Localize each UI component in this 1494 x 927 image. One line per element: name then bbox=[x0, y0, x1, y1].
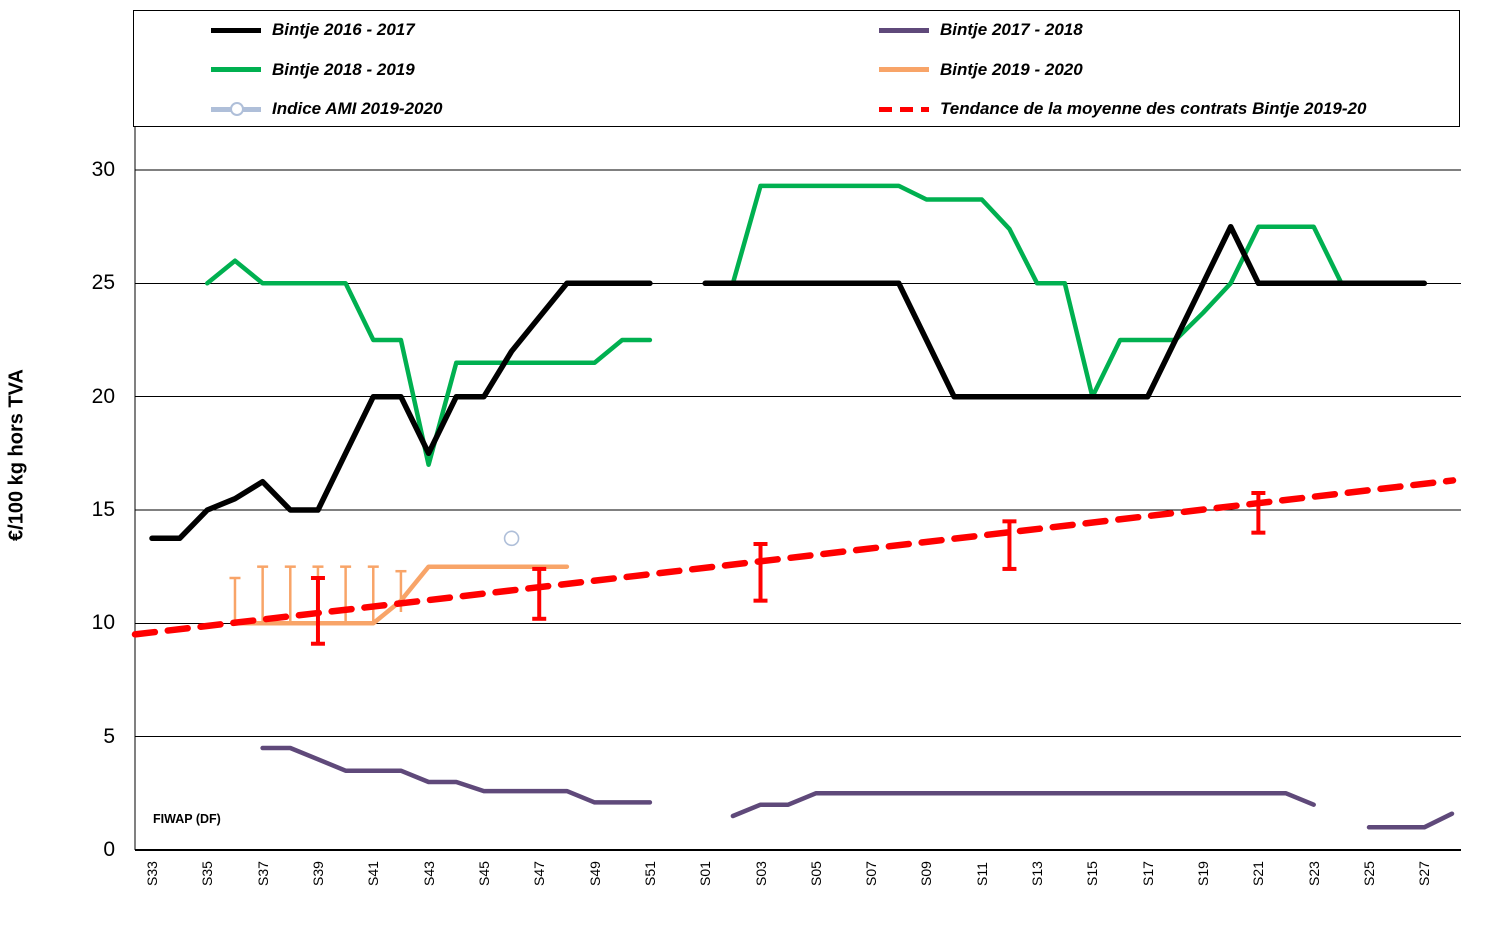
x-tick-label: S25 bbox=[1361, 861, 1378, 886]
x-tick-label: S07 bbox=[863, 861, 880, 886]
circle-marker-icon bbox=[230, 101, 244, 116]
x-tick-label: S35 bbox=[199, 861, 216, 886]
x-tick-label: S45 bbox=[475, 861, 492, 886]
x-tick-label: S43 bbox=[420, 861, 437, 886]
x-tick-label: S11 bbox=[973, 862, 990, 886]
y-axis-title: €/100 kg hors TVA bbox=[5, 369, 28, 541]
line-swatch-icon bbox=[211, 27, 261, 33]
x-tick-label: S47 bbox=[531, 861, 548, 886]
y-tick-label: 30 bbox=[91, 158, 115, 181]
series-bintje-2018-2019 bbox=[205, 183, 1344, 467]
x-tick-label: S51 bbox=[641, 861, 658, 886]
line-swatch-icon bbox=[879, 67, 929, 72]
y-tick-label: 10 bbox=[91, 611, 115, 635]
legend-label: Bintje 2018 - 2019 bbox=[272, 59, 415, 79]
legend-entry: Bintje 2018 - 2019 bbox=[211, 58, 415, 82]
x-tick-label: S21 bbox=[1250, 861, 1267, 886]
legend-label: Bintje 2019 - 2020 bbox=[940, 59, 1083, 79]
dashed-line-icon bbox=[879, 106, 929, 112]
y-tick-label: 15 bbox=[91, 498, 115, 521]
x-tick-label: S09 bbox=[918, 861, 935, 886]
x-tick-label: S27 bbox=[1416, 861, 1433, 886]
legend-label: Bintje 2017 - 2018 bbox=[940, 20, 1083, 39]
x-tick-label: S13 bbox=[1029, 861, 1046, 886]
legend-entry: Bintje 2017 - 2018 bbox=[879, 18, 1083, 42]
legend-label: Indice AMI 2019-2020 bbox=[272, 99, 443, 118]
y-tick-label: 5 bbox=[103, 724, 115, 748]
legend-entry: Bintje 2019 - 2020 bbox=[879, 58, 1083, 82]
legend-label: Tendance de la moyenne des contrats Bint… bbox=[940, 99, 1367, 118]
legend-entry: Tendance de la moyenne des contrats Bint… bbox=[879, 97, 1366, 121]
legend: Bintje 2016 - 2017 Bintje 2018 - 2019 Indi… bbox=[133, 10, 1460, 127]
line-swatch-icon bbox=[879, 27, 929, 33]
x-tick-label: S49 bbox=[586, 861, 603, 886]
line-circle-marker-icon bbox=[211, 101, 261, 116]
series-bintje-2017-2018 bbox=[260, 745, 1455, 830]
x-tick-label: S17 bbox=[1139, 861, 1156, 886]
y-tick-label: 25 bbox=[91, 271, 115, 295]
x-tick-label: S39 bbox=[309, 861, 326, 886]
x-tick-label: S41 bbox=[365, 861, 382, 886]
x-tick-label: S23 bbox=[1305, 861, 1322, 886]
y-tick-label: 20 bbox=[91, 384, 115, 408]
legend-entry: Bintje 2016 - 2017 bbox=[211, 18, 415, 42]
x-tick-label: S37 bbox=[254, 861, 271, 886]
x-tick-label: S19 bbox=[1195, 861, 1212, 886]
x-tick-label: S15 bbox=[1084, 861, 1101, 886]
y-tick-label: 0 bbox=[103, 838, 115, 861]
ami-index-marker bbox=[503, 530, 520, 547]
x-tick-label: S01 bbox=[697, 861, 714, 886]
trend-line bbox=[131, 477, 1457, 638]
x-tick-label: S05 bbox=[807, 861, 824, 886]
line-swatch-icon bbox=[211, 67, 261, 72]
series-bintje-2016-2017 bbox=[149, 223, 1428, 542]
legend-entry: Indice AMI 2019-2020 bbox=[211, 97, 442, 121]
x-tick-label: S03 bbox=[752, 861, 769, 886]
legend-label: Bintje 2016 - 2017 bbox=[272, 20, 415, 39]
source-note: FIWAP (DF) bbox=[153, 812, 221, 826]
x-tick-label: S33 bbox=[144, 861, 160, 886]
